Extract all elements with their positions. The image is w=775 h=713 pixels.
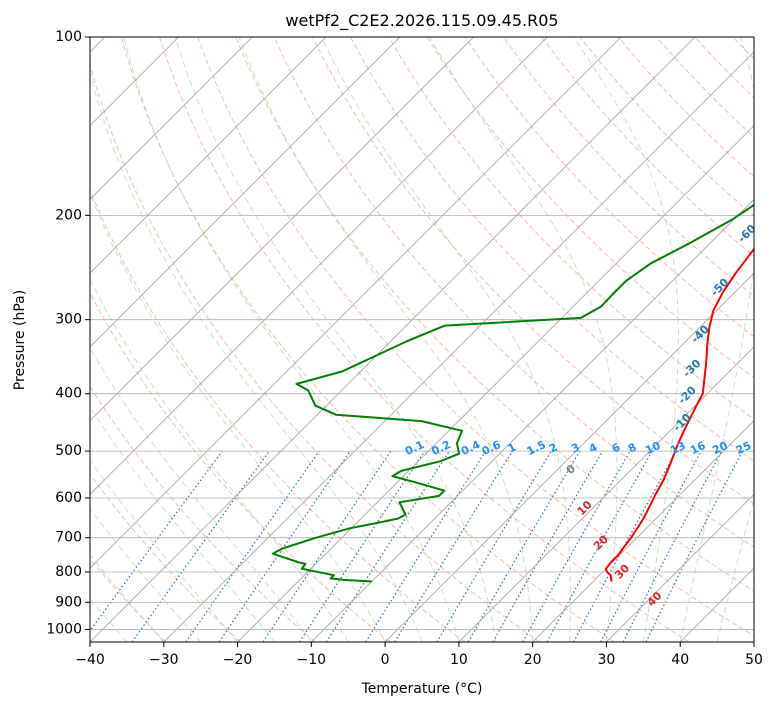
x-tick-label: −30: [149, 652, 179, 668]
x-axis-label: Temperature (°C): [361, 681, 483, 697]
y-tick-label: 600: [55, 490, 82, 506]
x-tick-label: −20: [223, 652, 253, 668]
x-tick-label: 20: [524, 652, 542, 668]
x-tick-label: 40: [671, 652, 689, 668]
y-tick-label: 500: [55, 443, 82, 459]
y-tick-label: 900: [55, 594, 82, 610]
y-tick-label: 800: [55, 564, 82, 580]
y-axis-label: Pressure (hPa): [12, 290, 28, 390]
y-tick-label: 200: [55, 207, 82, 223]
x-tick-label: 30: [598, 652, 616, 668]
y-tick-label: 100: [55, 29, 82, 45]
x-tick-label: 50: [745, 652, 763, 668]
y-tick-label: 700: [55, 530, 82, 546]
y-tick-label: 400: [55, 386, 82, 402]
x-tick-label: −40: [75, 652, 105, 668]
chart-title: wetPf2_C2E2.2026.115.09.45.R05: [285, 11, 558, 31]
x-tick-label: 0: [381, 652, 390, 668]
x-tick-label: 10: [450, 652, 468, 668]
x-tick-label: −10: [297, 652, 327, 668]
y-tick-label: 300: [55, 312, 82, 328]
y-tick-label: 1000: [46, 621, 82, 637]
